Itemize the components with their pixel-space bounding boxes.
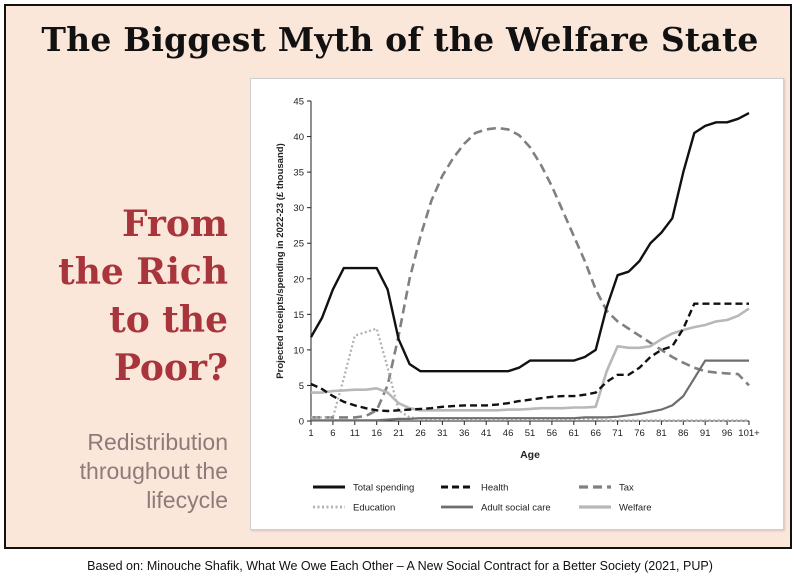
y-tick-label: 45	[293, 97, 304, 108]
x-tick-label: 31	[437, 428, 448, 439]
x-tick-label: 101+	[738, 428, 760, 439]
y-tick-label: 0	[299, 417, 304, 428]
x-tick-label: 56	[547, 428, 558, 439]
x-tick-label: 11	[350, 428, 360, 439]
legend-label-tax: Tax	[619, 483, 634, 494]
subtitle: Redistribution throughout the lifecycle	[80, 428, 228, 515]
headline-line-4: Poor?	[113, 347, 228, 389]
legend-label-adult-social-care: Adult social care	[481, 503, 551, 514]
x-tick-label: 51	[525, 428, 536, 439]
y-tick-label: 15	[293, 310, 304, 321]
y-tick-label: 40	[293, 132, 304, 143]
x-tick-label: 6	[330, 428, 335, 439]
legend-label-health: Health	[481, 483, 508, 494]
x-axis-label: Age	[520, 449, 540, 461]
legend-label-total-spending: Total spending	[353, 483, 414, 494]
series-line-total-spending	[309, 112, 750, 373]
series-line-welfare	[311, 307, 750, 412]
x-tick-label: 26	[415, 428, 426, 439]
series-line-health	[310, 302, 749, 413]
page-title: The Biggest Myth of the Welfare State	[41, 20, 759, 59]
headline-line-3: to the	[109, 299, 228, 341]
x-tick-label: 36	[459, 428, 470, 439]
chart-panel: 0 5 10 15 20 25 30 35 40 45 1 6 11 16 21 26 31 36 41 46 51 56…	[250, 78, 784, 530]
headline-line-2: the Rich	[58, 251, 228, 293]
headline-line-1: From	[122, 203, 228, 245]
series-line-tax	[311, 126, 750, 419]
subtitle-line-3: lifecycle	[146, 487, 228, 513]
source-footer: Based on: Minouche Shafik, What We Owe E…	[87, 559, 713, 573]
x-tick-label: 81	[656, 428, 667, 439]
x-tick-label: 21	[393, 428, 404, 439]
y-tick-label: 35	[293, 168, 304, 179]
x-tick-label: 71	[612, 428, 623, 439]
legend-label-education: Education	[353, 503, 395, 514]
y-axis-label: Projected receipts/spending in 2022-23 (…	[275, 143, 286, 378]
y-tick-label: 10	[293, 345, 304, 356]
x-tick-label: 76	[634, 428, 645, 439]
x-tick-label: 91	[700, 428, 711, 439]
y-tick-label: 20	[293, 274, 304, 285]
y-tick-label: 25	[293, 239, 304, 250]
y-tick-label: 5	[299, 381, 304, 392]
x-tick-label: 61	[569, 428, 580, 439]
series-line-education	[311, 327, 749, 422]
x-tick-label: 16	[371, 428, 382, 439]
x-tick-label: 66	[590, 428, 601, 439]
headline: From the Rich to the Poor?	[58, 200, 228, 392]
legend-label-welfare: Welfare	[619, 503, 652, 514]
series-line-adult-social-care	[311, 359, 749, 422]
x-tick-label: 96	[722, 428, 733, 439]
y-tick-label: 30	[293, 203, 304, 214]
subtitle-line-2: throughout the	[79, 458, 228, 484]
x-tick-label: 41	[481, 428, 492, 439]
x-tick-label: 46	[503, 428, 514, 439]
subtitle-line-1: Redistribution	[87, 429, 228, 455]
x-tick-label: 1	[308, 428, 313, 439]
x-tick-label: 86	[678, 428, 689, 439]
